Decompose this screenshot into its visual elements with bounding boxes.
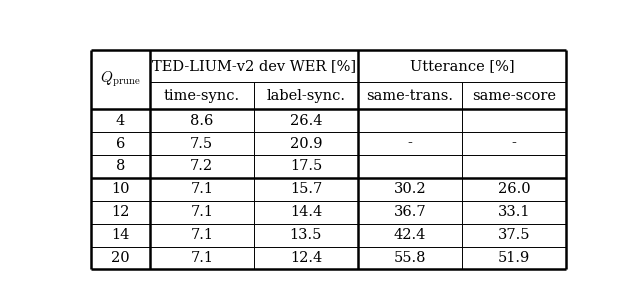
Text: 20: 20 bbox=[111, 251, 130, 265]
Text: 33.1: 33.1 bbox=[498, 205, 530, 219]
Text: 4: 4 bbox=[116, 114, 125, 128]
Text: 12.4: 12.4 bbox=[290, 251, 322, 265]
Text: 12: 12 bbox=[111, 205, 130, 219]
Text: 17.5: 17.5 bbox=[290, 160, 322, 173]
Text: 14.4: 14.4 bbox=[290, 205, 322, 219]
Text: 7.1: 7.1 bbox=[190, 251, 213, 265]
Text: 36.7: 36.7 bbox=[394, 205, 427, 219]
Text: 51.9: 51.9 bbox=[498, 251, 530, 265]
Text: 26.4: 26.4 bbox=[289, 114, 322, 128]
Text: Utterance [%]: Utterance [%] bbox=[410, 59, 514, 73]
Text: -: - bbox=[408, 136, 413, 151]
Text: $Q_\mathrm{prune}$: $Q_\mathrm{prune}$ bbox=[100, 70, 141, 89]
Text: time-sync.: time-sync. bbox=[164, 89, 240, 103]
Text: -: - bbox=[512, 136, 517, 151]
Text: 10: 10 bbox=[111, 182, 130, 196]
Text: 37.5: 37.5 bbox=[498, 228, 530, 242]
Text: 14: 14 bbox=[111, 228, 130, 242]
Text: same-score: same-score bbox=[472, 89, 556, 103]
Text: label-sync.: label-sync. bbox=[267, 89, 346, 103]
Text: 7.1: 7.1 bbox=[190, 182, 213, 196]
Text: 20.9: 20.9 bbox=[289, 136, 322, 151]
Text: 7.1: 7.1 bbox=[190, 205, 213, 219]
Text: 26.0: 26.0 bbox=[498, 182, 531, 196]
Text: 15.7: 15.7 bbox=[290, 182, 322, 196]
Text: same-trans.: same-trans. bbox=[367, 89, 454, 103]
Text: 6: 6 bbox=[116, 136, 125, 151]
Text: 7.5: 7.5 bbox=[190, 136, 214, 151]
Text: 8.6: 8.6 bbox=[190, 114, 214, 128]
Text: 42.4: 42.4 bbox=[394, 228, 427, 242]
Text: 13.5: 13.5 bbox=[289, 228, 322, 242]
Text: TED-LIUM-v2 dev WER [%]: TED-LIUM-v2 dev WER [%] bbox=[152, 59, 356, 73]
Text: 30.2: 30.2 bbox=[394, 182, 427, 196]
Text: 7.1: 7.1 bbox=[190, 228, 213, 242]
Text: 8: 8 bbox=[116, 160, 125, 173]
Text: 7.2: 7.2 bbox=[190, 160, 214, 173]
Text: 55.8: 55.8 bbox=[394, 251, 427, 265]
